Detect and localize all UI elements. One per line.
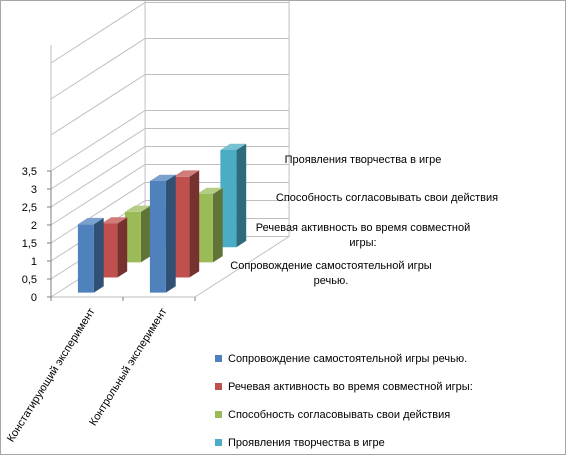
depth-axis-label: Речевая активность во время совместной иг… xyxy=(256,222,470,249)
legend-swatch xyxy=(215,355,222,362)
legend-item: Проявления творчества в игре xyxy=(215,435,555,454)
bar-side xyxy=(93,217,104,293)
bar xyxy=(77,224,94,293)
bar-top xyxy=(196,187,223,194)
y-tick-label: 1,5 xyxy=(22,238,37,250)
bar-side xyxy=(165,174,176,293)
bar-side xyxy=(212,187,223,263)
chart-gridlines xyxy=(47,1,290,301)
legend-swatch xyxy=(215,383,222,390)
bar-top xyxy=(220,143,247,150)
bar-side xyxy=(117,217,128,278)
bar xyxy=(173,176,190,278)
bar xyxy=(149,181,166,293)
chart-legend: Сопровождение самостоятельной игры речью… xyxy=(215,351,555,454)
y-tick-label: 2 xyxy=(31,220,37,232)
bar xyxy=(220,150,237,248)
gridline xyxy=(50,74,290,136)
bar-top xyxy=(149,174,176,181)
legend-item: Речевая активность во время совместной и… xyxy=(215,379,555,407)
legend-swatch xyxy=(215,411,222,418)
bar xyxy=(124,211,141,263)
legend-item: Способность согласовывать свои действия xyxy=(215,407,555,435)
y-tick-label: 0 xyxy=(31,292,37,304)
y-tick-label: 3 xyxy=(31,184,37,196)
legend-label: Проявления творчества в игре xyxy=(228,437,385,449)
bar-top xyxy=(101,217,128,224)
bar xyxy=(101,223,118,278)
depth-axis-labels: Сопровождение самостоятельной игры речью.… xyxy=(230,154,498,287)
bar-top xyxy=(124,205,151,212)
bar-top xyxy=(77,217,104,225)
depth-axis-label: Способность согласовывать свои действия xyxy=(276,192,498,204)
gridline xyxy=(50,2,290,64)
gridline xyxy=(50,110,290,172)
depth-label-line: Речевая активность во время совместной xyxy=(256,222,470,234)
y-tick-label: 2,5 xyxy=(22,202,37,214)
legend-item: Сопровождение самостоятельной игры речью… xyxy=(215,351,555,379)
legend-label: Сопровождение самостоятельной игры речью… xyxy=(228,353,468,365)
depth-label-line: Сопровождение самостоятельной игры xyxy=(230,260,432,272)
legend-swatch xyxy=(215,439,222,446)
bar-side xyxy=(140,205,151,263)
bar-top xyxy=(173,170,200,177)
depth-label-line: игры: xyxy=(349,237,376,249)
legend-label: Речевая активность во время совместной и… xyxy=(228,381,473,393)
x-category-label: Контрольный эксперимент xyxy=(87,306,169,428)
legend-label: Способность согласовывать свои действия xyxy=(228,409,451,421)
y-tick-label: 1 xyxy=(31,256,37,268)
y-tick-label: 3,5 xyxy=(22,166,37,178)
chart-bars xyxy=(77,143,247,293)
bar xyxy=(196,194,213,263)
bar-side xyxy=(236,143,247,248)
gridline xyxy=(50,38,290,100)
depth-axis-label: Проявления творчества в игре xyxy=(285,154,442,166)
bar-side xyxy=(189,170,200,278)
y-axis-ticks: 0 0,5 1 1,5 2 2,5 3 3,5 xyxy=(22,166,37,304)
depth-axis-label: Сопровождение самостоятельной игры речью. xyxy=(230,260,432,287)
y-tick-label: 0,5 xyxy=(22,274,37,286)
x-category-label: Констатирующий эксперимент xyxy=(5,306,98,444)
depth-label-line: речью. xyxy=(314,275,349,287)
